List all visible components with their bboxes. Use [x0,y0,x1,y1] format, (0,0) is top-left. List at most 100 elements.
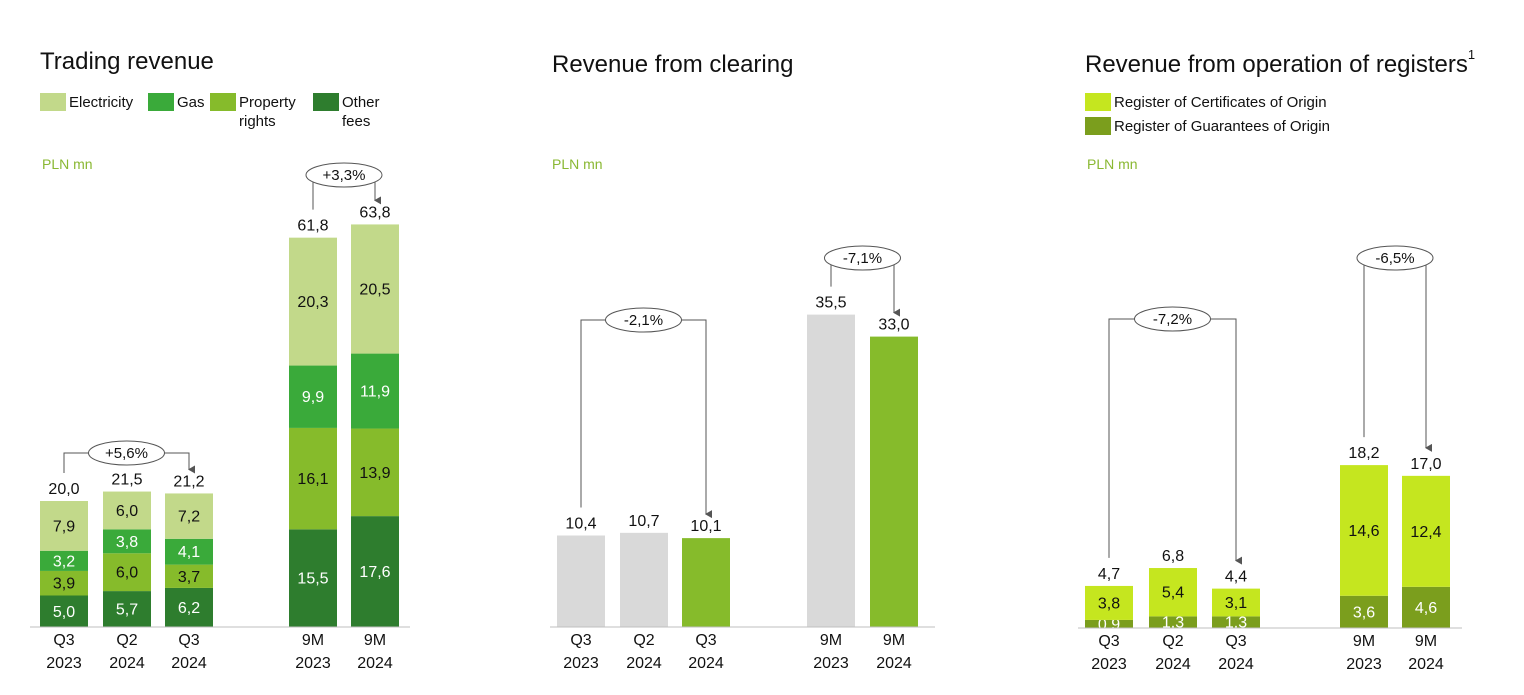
trading-revenue-title: Trading revenue [40,48,214,75]
data-label-register-of-guarantees-of-origin-q3-2024: 1,3 [1225,615,1247,632]
category-label-q2-2024: Q2 2024 [626,632,662,672]
data-label-property-rights-9m-2024: 13,9 [359,465,390,482]
legend-swatch-other-fees [313,93,339,111]
category-label-9m-2023: 9M 2023 [295,632,331,672]
bar-segment-property-rights-q3-2024 [165,564,213,588]
bar-segment-register-of-certificates-of-origin-q2-2024 [1149,568,1197,617]
change-bracket-1-line [580,319,712,519]
data-label-register-of-certificates-of-origin-9m-2023: 14,6 [1348,523,1379,540]
bar-q3-2024 [682,538,730,627]
data-label-other-fees-9m-2023: 15,5 [297,571,328,588]
bar-segment-register-of-certificates-of-origin-9m-2024 [1402,475,1450,587]
data-label-property-rights-q3-2023: 3,9 [53,576,75,593]
data-label-property-rights-q3-2024: 3,7 [178,569,200,586]
bar-segment-register-of-certificates-of-origin-9m-2023 [1340,465,1388,596]
bar-segment-property-rights-q3-2023 [40,570,88,596]
change-bracket-1-ellipse [1134,306,1211,332]
bar-segment-gas-9m-2024 [351,353,399,429]
registers-revenue-panel: Revenue from operation of registers1 Reg… [1050,0,1524,695]
clearing-revenue-chart: 10,4 10,7 10,1 35,5 33,0 Q3 2023 Q2 2024 Q3 2024 9M… [550,245,935,672]
category-label-q3-2023: Q3 2023 [46,632,82,672]
total-label-q3-2023: 20,0 [48,481,79,498]
change-bracket-2-line [1363,257,1432,452]
data-label-other-fees-q2-2024: 5,7 [116,602,138,619]
data-label-gas-9m-2024: 11,9 [360,384,390,401]
data-label-register-of-certificates-of-origin-9m-2024: 12,4 [1410,524,1441,541]
category-label-q3-2024: Q3 2024 [688,632,724,672]
category-label-9m-2024: 9M 2024 [876,632,912,672]
bar-segment-property-rights-9m-2024 [351,428,399,517]
legend-swatch-certificates [1085,93,1111,111]
bar-segment-register-of-guarantees-of-origin-9m-2024 [1402,586,1450,628]
bar-segment-other-fees-q3-2023 [40,595,88,627]
bar-segment-electricity-q2-2024 [103,491,151,530]
bar-segment-register-of-guarantees-of-origin-9m-2023 [1340,595,1388,628]
data-label-register-of-guarantees-of-origin-9m-2023: 3,6 [1353,604,1375,621]
trading-revenue-panel: Trading revenue Electricity Gas Property… [0,0,520,695]
category-label-q3-2023: Q3 2023 [563,632,599,672]
legend-label-guarantees: Register of Guarantees of Origin [1114,118,1330,135]
bar-segment-other-fees-9m-2024 [351,516,399,627]
data-label-register-of-guarantees-of-origin-q2-2024: 1,3 [1162,615,1184,632]
bar-segment-property-rights-9m-2023 [289,427,337,530]
value-label-q3-2023: 10,4 [565,515,596,532]
bar-segment-other-fees-q2-2024 [103,591,151,627]
change-bracket-1-line [1108,318,1242,565]
bar-segment-register-of-certificates-of-origin-q3-2023 [1085,585,1133,620]
legend-swatch-guarantees [1085,117,1111,135]
bar-q2-2024 [620,532,668,627]
data-label-electricity-9m-2024: 20,5 [359,282,390,299]
legend-swatch-property-rights [210,93,236,111]
change-bracket-1-ellipse [88,440,165,466]
data-label-other-fees-q3-2023: 5,0 [53,604,75,621]
change-bracket-1-label: -7,2% [1153,311,1192,328]
legend-swatch-electricity [40,93,66,111]
bar-9m-2024 [870,336,918,627]
bar-segment-register-of-guarantees-of-origin-q3-2024 [1212,616,1260,628]
trading-revenue-chart: 5,0 3,9 3,2 7,9 20,0 5,7 6,0 3,8 6,0 21,5 6,2 3,7 4,… [30,162,410,672]
data-label-gas-q3-2024: 4,1 [178,544,200,561]
total-label-9m-2023: 18,2 [1348,445,1379,462]
data-label-gas-q3-2023: 3,2 [53,553,75,570]
legend-label-other-fees: Other fees [342,94,380,130]
bar-segment-gas-q3-2023 [40,550,88,571]
total-label-q3-2024: 21,2 [173,473,204,490]
data-label-electricity-q3-2023: 7,9 [53,518,75,535]
data-label-property-rights-q2-2024: 6,0 [116,565,138,582]
change-bracket-2-label: +3,3% [323,167,366,184]
bar-segment-gas-q2-2024 [103,529,151,554]
category-label-q3-2024: Q3 2024 [1218,633,1254,673]
change-bracket-2-ellipse [1356,245,1434,271]
value-label-9m-2024: 33,0 [878,317,909,334]
category-label-q2-2024: Q2 2024 [109,632,145,672]
registers-revenue-chart: 0,9 3,8 4,7 1,3 5,4 6,8 1,3 3,1 4,4 3,6 14,6 18,2 4,… [1078,245,1462,673]
data-label-electricity-q2-2024: 6,0 [116,503,138,520]
registers-revenue-title: Revenue from operation of registers1 [1085,47,1476,78]
bar-9m-2023 [807,314,855,627]
total-label-9m-2023: 61,8 [297,218,328,235]
change-bracket-2-label: -6,5% [1375,250,1414,267]
legend-label-certificates: Register of Certificates of Origin [1114,94,1327,111]
legend-swatch-gas [148,93,174,111]
total-label-q2-2024: 6,8 [1162,548,1184,565]
category-label-q3-2024: Q3 2024 [171,632,207,672]
category-label-q3-2023: Q3 2023 [1091,633,1127,673]
data-label-other-fees-9m-2024: 17,6 [359,564,390,581]
legend-label-property-rights: Property rights [239,94,296,130]
category-label-9m-2023: 9M 2023 [1346,633,1382,673]
data-label-electricity-9m-2023: 20,3 [297,294,328,311]
bar-q3-2023 [557,535,605,627]
bar-segment-electricity-9m-2024 [351,224,399,354]
legend-label-electricity: Electricity [69,94,134,111]
change-bracket-1-ellipse [605,307,682,333]
bar-segment-property-rights-q2-2024 [103,553,151,592]
registers-revenue-unit: PLN mn [1087,156,1138,172]
change-bracket-1-label: +5,6% [105,445,148,462]
data-label-register-of-guarantees-of-origin-q3-2023: 0,9 [1098,616,1120,633]
total-label-q3-2024: 4,4 [1225,569,1247,586]
bar-segment-other-fees-q3-2024 [165,587,213,627]
bar-segment-register-of-guarantees-of-origin-q3-2023 [1085,619,1133,628]
value-label-q2-2024: 10,7 [628,513,659,530]
data-label-register-of-certificates-of-origin-q3-2023: 3,8 [1098,595,1120,612]
data-label-gas-9m-2023: 9,9 [302,389,324,406]
